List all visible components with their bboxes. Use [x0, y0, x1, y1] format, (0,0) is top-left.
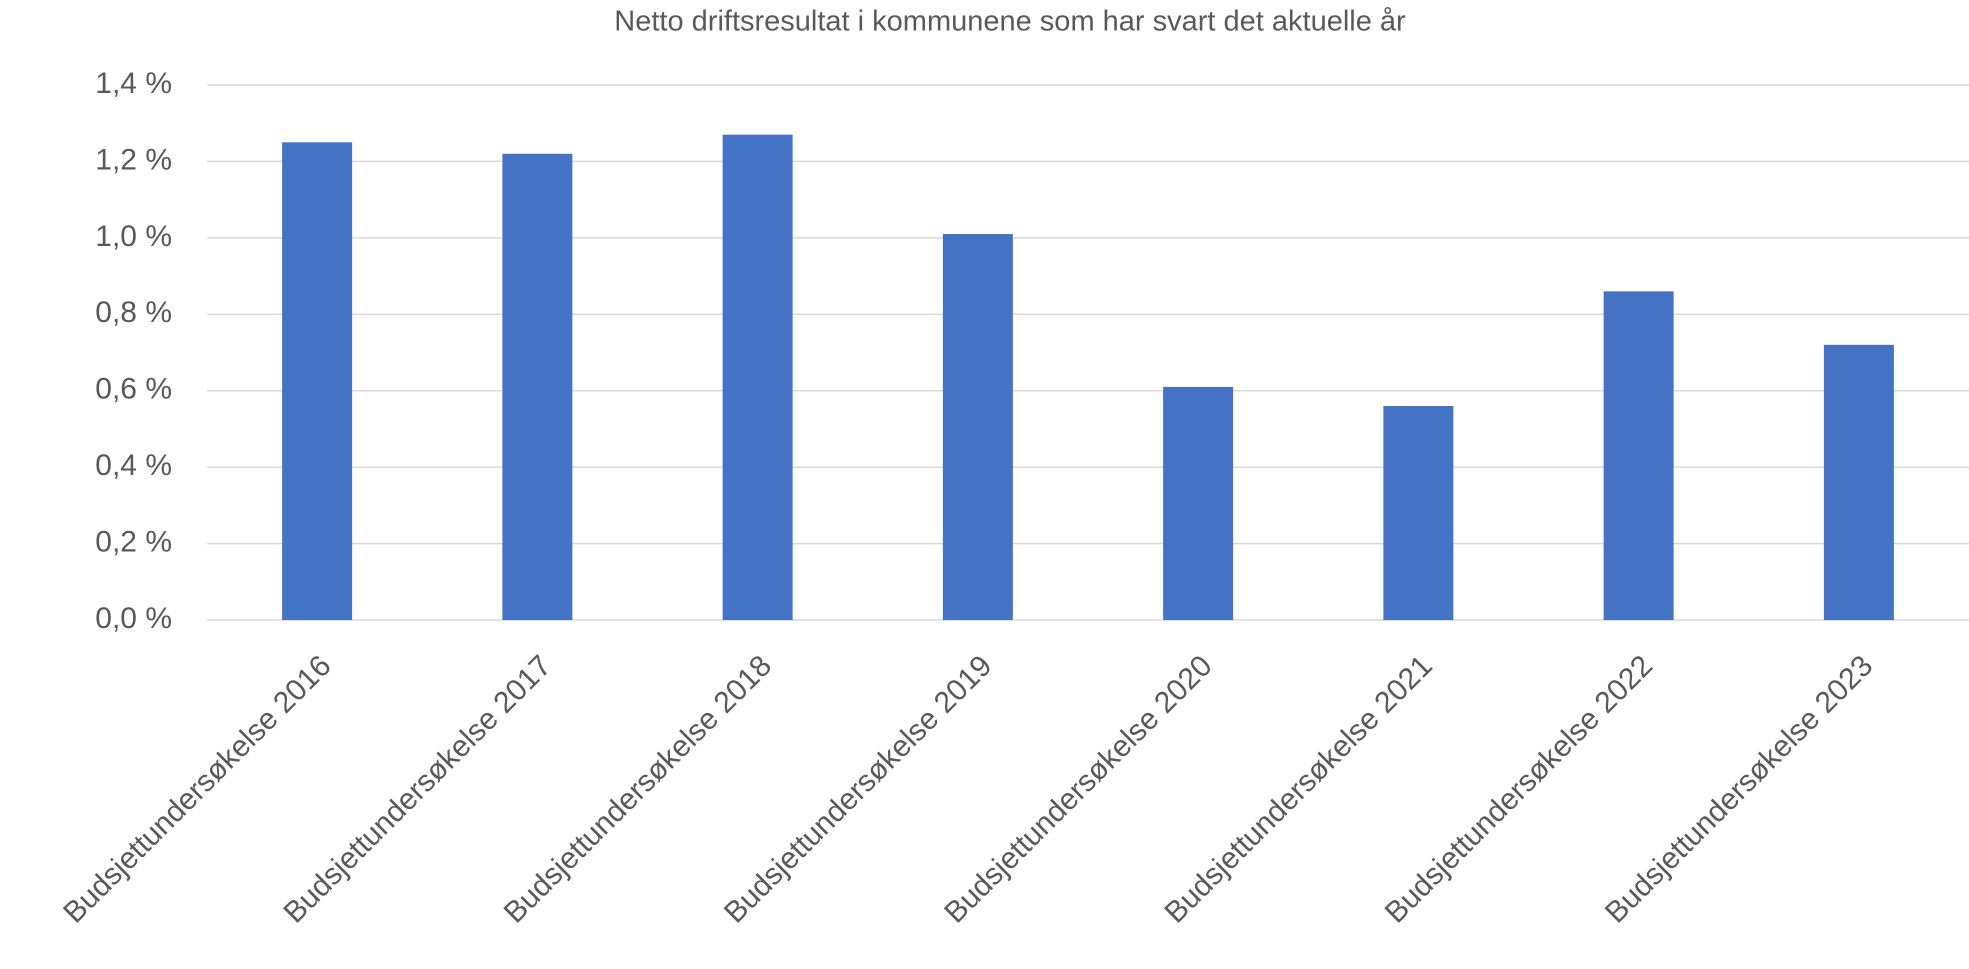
bar [722, 134, 793, 620]
bar [282, 142, 353, 621]
bar [1383, 406, 1454, 620]
bar [1163, 386, 1234, 620]
y-tick-label: 1,2 % [95, 143, 172, 176]
bar [1603, 291, 1674, 620]
bar [1823, 344, 1894, 620]
y-tick-label: 0,8 % [95, 296, 172, 329]
y-tick-label: 1,0 % [95, 220, 172, 253]
bar [942, 234, 1013, 621]
y-tick-label: 1,4 % [95, 67, 172, 100]
y-tick-label: 0,4 % [95, 449, 172, 482]
y-tick-label: 0,0 % [95, 602, 172, 635]
y-tick-label: 0,2 % [95, 525, 172, 558]
bar [502, 153, 573, 621]
y-tick-label: 0,6 % [95, 373, 172, 406]
x-tick-label: Budsjettundersøkelse 2023 [1599, 649, 1879, 929]
chart-title: Netto driftsresultat i kommunene som har… [614, 6, 1406, 38]
